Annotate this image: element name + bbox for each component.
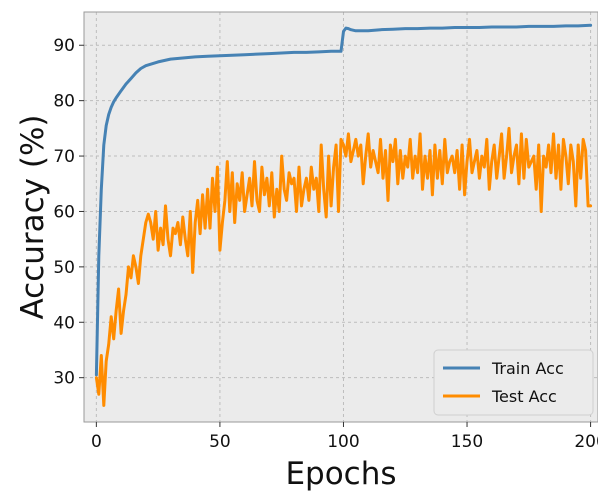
y-tick-label: 30 (53, 369, 75, 389)
series-layer (94, 23, 593, 407)
ticks: 0 50 100 150 200 30 40 50 60 70 80 90 (53, 36, 598, 452)
y-tick-label: 50 (53, 258, 75, 278)
series-line-train-acc (94, 23, 593, 377)
x-tick-label: 200 (574, 432, 598, 452)
y-tick-label: 90 (53, 36, 75, 56)
x-tick-label: 150 (451, 432, 483, 452)
legend-label-train: Train Acc (491, 359, 564, 378)
x-axis-title: Epochs (285, 456, 396, 491)
plot-frame (83, 11, 598, 423)
legend-box (433, 349, 594, 416)
y-tick-label: 70 (53, 147, 75, 167)
x-tick-label: 100 (327, 432, 359, 452)
grid (84, 12, 598, 422)
y-tick-label: 40 (53, 313, 75, 333)
y-tick-label: 80 (53, 92, 75, 112)
series-line-test-acc (94, 126, 593, 407)
legend-label-test: Test Acc (491, 387, 557, 406)
x-tick-label: 0 (91, 432, 102, 452)
y-tick-label: 60 (53, 202, 75, 222)
y-axis-title: Accuracy (%) (15, 114, 51, 319)
x-tick-label: 50 (209, 432, 231, 452)
legend: Train Acc Test Acc (433, 349, 594, 416)
